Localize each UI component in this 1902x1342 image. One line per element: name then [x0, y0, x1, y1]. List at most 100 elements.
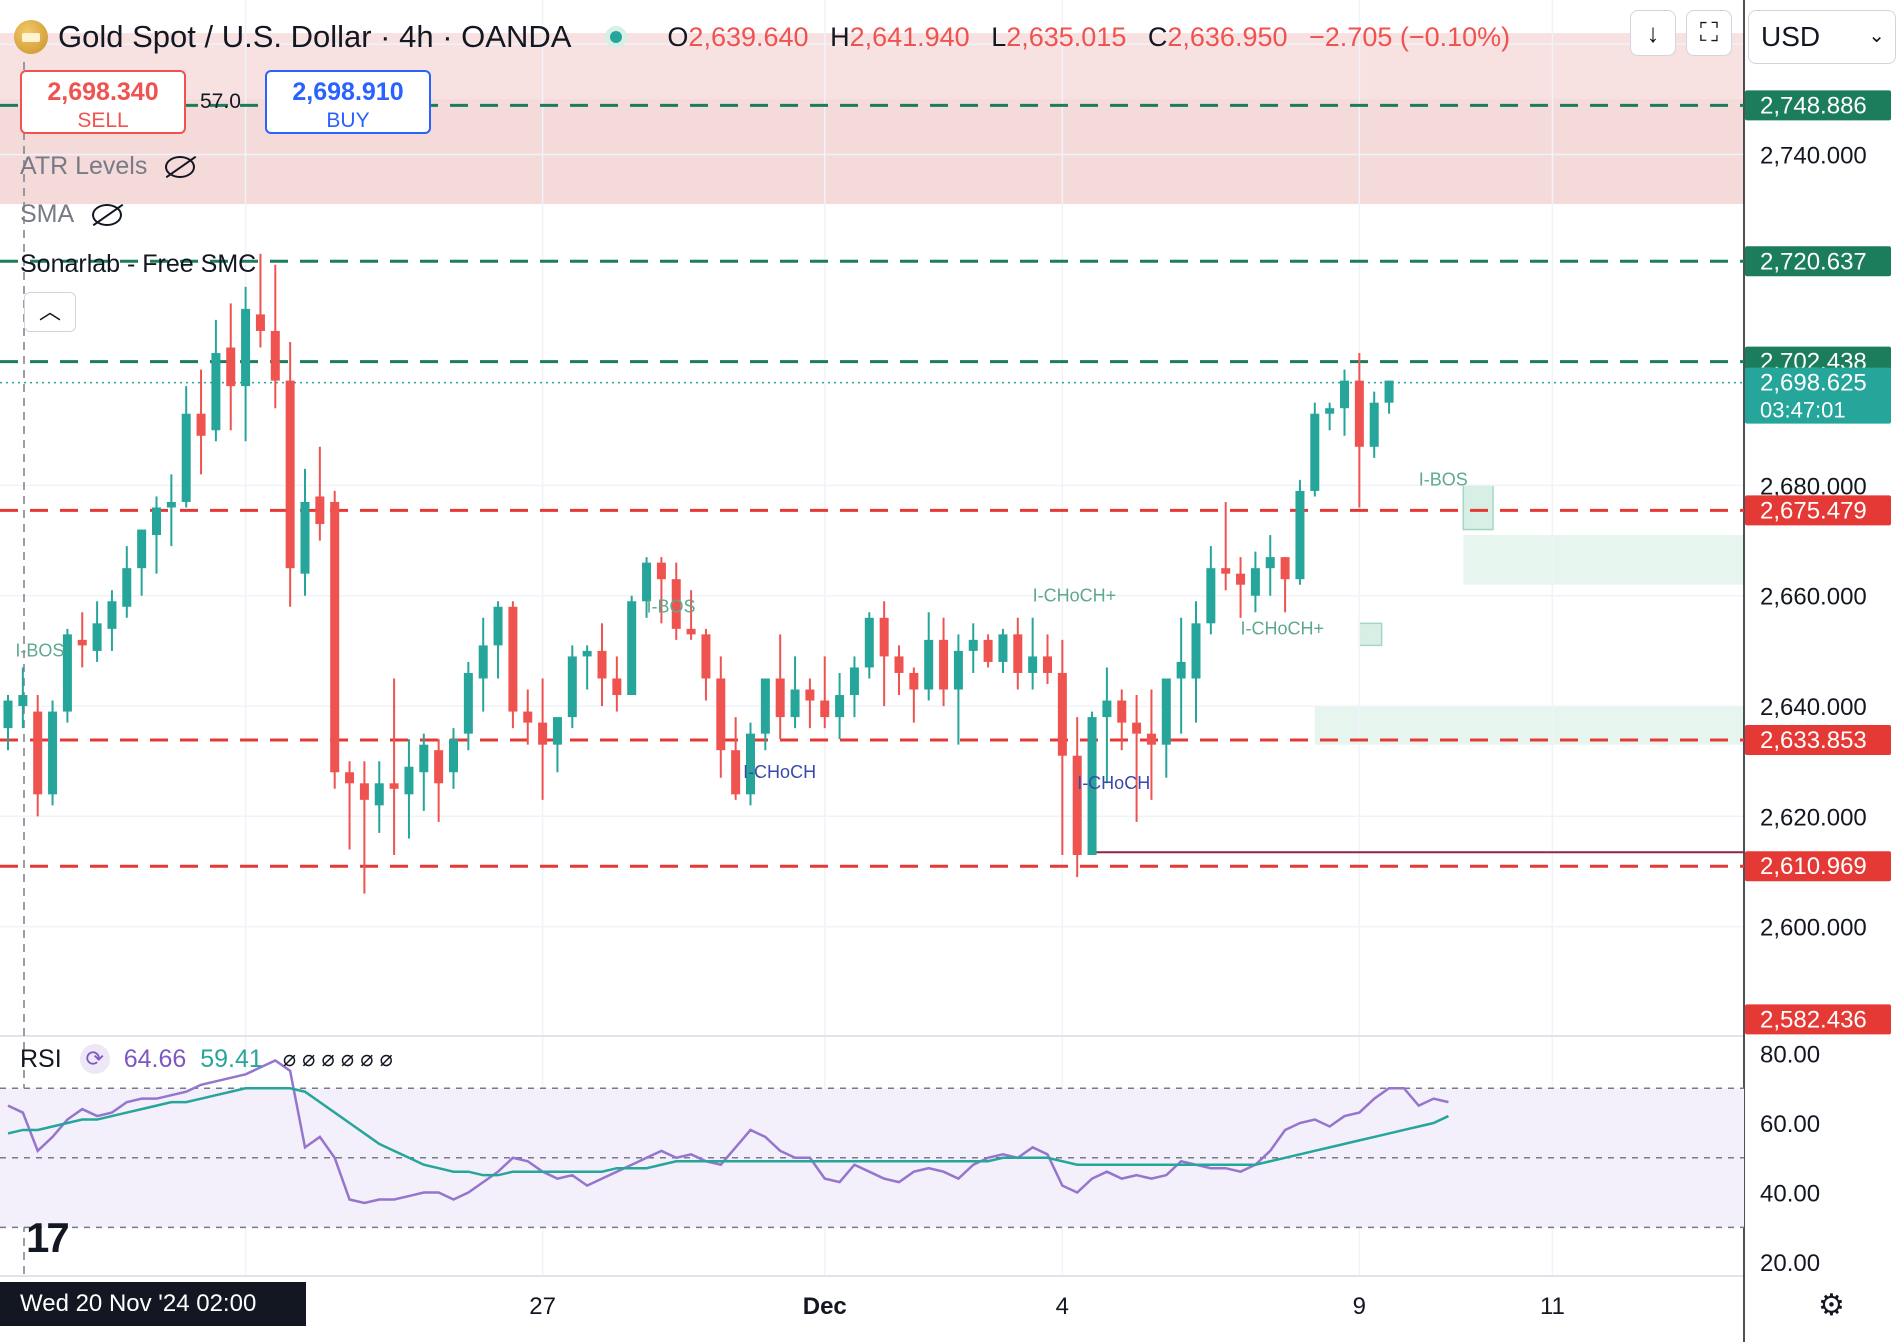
candle-body [137, 529, 147, 569]
price-tick-label: 2,640.000 [1760, 694, 1867, 721]
price-tick-label: 2,660.000 [1760, 584, 1867, 611]
candle-body [1057, 672, 1067, 756]
candle-body [1072, 755, 1082, 855]
candle-body [463, 672, 473, 734]
candle-body [1369, 402, 1379, 447]
candle-body [330, 501, 340, 773]
candle-body [122, 568, 132, 607]
smc-label: I-CHoCH+ [1033, 585, 1117, 605]
candle-body [1132, 722, 1142, 734]
candle-body [642, 562, 652, 602]
candle-body [1043, 656, 1052, 673]
price-tag-label: 2,748.886 [1760, 92, 1867, 119]
sell-price: 2,698.340 [47, 78, 159, 106]
candle-body [746, 733, 755, 795]
price-tag-label: 2,698.625 [1760, 370, 1867, 397]
change-value: −2.705 (−0.10%) [1309, 21, 1511, 52]
candle-body [18, 695, 28, 707]
eye-hidden-icon[interactable] [92, 203, 123, 226]
smc-label: I-BOS [1419, 469, 1468, 489]
settings-icon[interactable]: ⚙ [1818, 1289, 1845, 1322]
rsi-tick-label: 20.00 [1760, 1250, 1820, 1277]
candle-body [1146, 733, 1156, 745]
candle-body [285, 380, 295, 569]
candle-body [760, 678, 770, 734]
symbol-title[interactable]: Gold Spot / U.S. Dollar · 4h · OANDA [58, 19, 572, 54]
candle-body [1191, 623, 1201, 679]
arrow-down-icon: ↓ [1646, 17, 1660, 48]
time-tick-label: Dec [803, 1293, 847, 1320]
indicator-sma[interactable]: SMA [20, 200, 123, 229]
indicator-sonarlab[interactable]: Sonarlab - Free SMC [20, 250, 257, 278]
buy-price: 2,698.910 [292, 78, 404, 106]
candle-body [552, 717, 562, 745]
candle-body [701, 634, 711, 679]
candle-body [62, 634, 72, 712]
ohlc-values: O2,639.640 H2,641.940 L2,635.015 C2,636.… [653, 22, 1510, 53]
eye-hidden-icon[interactable] [165, 155, 196, 178]
price-axis[interactable]: 2,600.0002,620.0002,640.0002,660.0002,68… [1745, 0, 1902, 1342]
sell-button[interactable]: 2,698.340 SELL [20, 70, 186, 134]
candle-body [567, 656, 577, 718]
price-tag-label: 2,582.436 [1760, 1006, 1867, 1033]
candle-body [597, 650, 607, 679]
candle-body [1176, 661, 1186, 679]
time-axis[interactable]: 2527Dec4911 [232, 1293, 1565, 1320]
rsi-pane [0, 1058, 1744, 1229]
indicator-atr-levels[interactable]: ATR Levels [20, 152, 196, 181]
rsi-ma-line [7, 1086, 1449, 1177]
candle-body [1117, 700, 1127, 723]
price-tag [1745, 246, 1891, 277]
candle-body [523, 711, 533, 723]
collapse-legend-button[interactable]: ︿ [24, 292, 76, 332]
candle-body [166, 501, 176, 508]
buy-button[interactable]: 2,698.910 BUY [265, 70, 431, 134]
low-value: 2,635.015 [1006, 21, 1127, 52]
fullscreen-icon: ⛶ [1699, 17, 1719, 47]
price-tag-label: 2,633.853 [1760, 727, 1867, 754]
download-button[interactable]: ↓ [1630, 10, 1676, 56]
candle-body [1028, 656, 1038, 673]
candle-body [508, 606, 518, 712]
rsi-tick-label: 60.00 [1760, 1111, 1820, 1138]
close-value: 2,636.950 [1167, 21, 1288, 52]
candle-body [998, 634, 1008, 662]
gold-symbol-icon [14, 20, 48, 54]
candle-body [478, 645, 488, 679]
candle-body [627, 601, 637, 696]
currency-select[interactable]: USD ⌄ [1748, 10, 1896, 64]
candle-body [731, 750, 741, 795]
candle-body [1013, 634, 1023, 673]
candle-body [864, 617, 874, 668]
candle-body [909, 672, 919, 690]
candle-body [805, 689, 815, 701]
price-tick-label: 2,620.000 [1760, 804, 1867, 831]
price-tick-label: 2,600.000 [1760, 915, 1867, 942]
chevron-up-icon: ︿ [38, 299, 61, 324]
candle-body [196, 413, 206, 436]
candle-body [374, 783, 384, 806]
candle-body [359, 783, 369, 800]
candle-body [656, 562, 666, 580]
candle-body [181, 413, 191, 502]
rsi-ma-value: 59.41 [200, 1044, 263, 1073]
smc-label: I-BOS [647, 596, 696, 616]
rsi-label[interactable]: RSI [20, 1044, 62, 1073]
fullscreen-button[interactable]: ⛶ [1686, 10, 1732, 56]
candle-body [493, 606, 503, 646]
candle-body [716, 678, 726, 751]
smc-label: I-CHoCH [1077, 773, 1150, 793]
candle-body [226, 347, 236, 387]
price-tag-label: 2,720.637 [1760, 248, 1867, 275]
time-tick-label: 9 [1353, 1293, 1366, 1320]
candle-body [77, 639, 87, 646]
candle-body [1310, 413, 1320, 491]
zone-1 [0, 99, 1744, 205]
price-tag [1745, 851, 1891, 882]
candle-body [1295, 490, 1305, 580]
candle-body [686, 628, 696, 635]
candle-body [1354, 380, 1364, 447]
candle-body [1325, 408, 1335, 414]
